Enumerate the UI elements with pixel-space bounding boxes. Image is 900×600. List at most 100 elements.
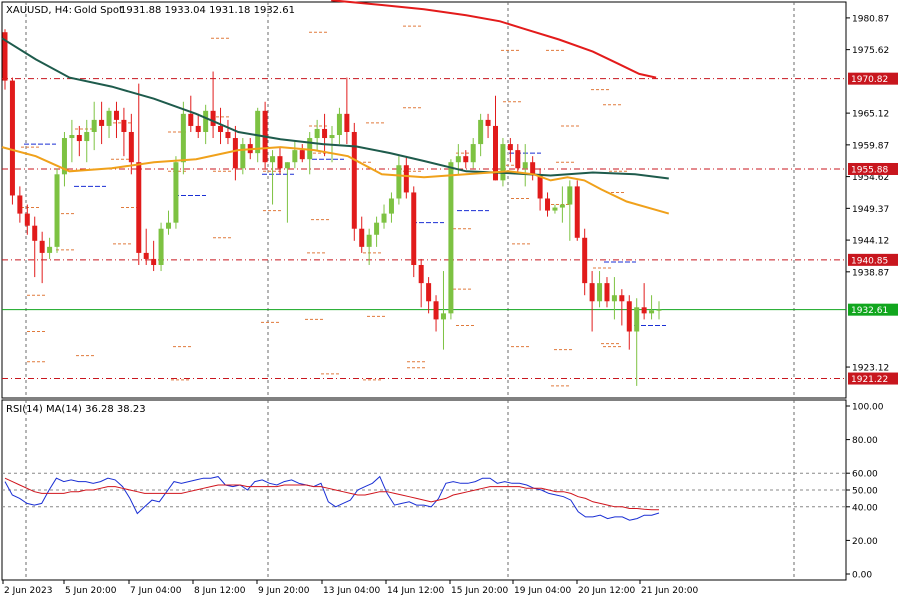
candle[interactable] [91,101,97,151]
candle[interactable] [582,228,588,296]
candle[interactable] [277,147,283,175]
candle[interactable] [634,298,640,386]
candle[interactable] [649,295,655,320]
candle-body [2,32,8,81]
candle-body [470,144,476,163]
candle[interactable] [440,271,446,350]
candle[interactable] [210,71,216,139]
candle[interactable] [589,271,595,332]
candle[interactable] [604,277,610,308]
candle[interactable] [9,77,15,205]
candle[interactable] [203,104,209,145]
candle[interactable] [225,119,231,145]
candle[interactable] [411,186,417,278]
candle[interactable] [307,131,313,175]
candle[interactable] [180,101,186,175]
candle[interactable] [240,138,246,175]
candle[interactable] [106,107,112,139]
candle[interactable] [299,144,305,163]
candle[interactable] [232,125,238,181]
candle[interactable] [136,83,142,265]
candle-body [626,301,632,332]
rsi-pane[interactable] [1,399,847,581]
candle[interactable] [351,122,357,241]
candle[interactable] [507,138,513,163]
candle-body [455,156,461,163]
candle[interactable] [151,240,157,272]
candle[interactable] [336,107,342,145]
candle[interactable] [433,295,439,332]
candle[interactable] [403,156,409,199]
candle[interactable] [32,216,38,278]
candle[interactable] [262,101,268,169]
candle[interactable] [619,289,625,326]
rsi-line [4,475,660,521]
candle[interactable] [552,204,558,214]
candle-body [530,162,536,175]
candle[interactable] [418,258,424,308]
candle[interactable] [158,222,164,272]
candle[interactable] [597,271,603,308]
price-level-tag [848,372,898,385]
current-price-label: 1932.61 [851,306,888,316]
price-pane[interactable] [1,0,847,399]
candle[interactable] [76,125,82,157]
candle[interactable] [470,138,476,169]
candle[interactable] [641,283,647,320]
y-tick-label: 1938.87 [852,268,889,278]
candle[interactable] [381,204,387,229]
candle[interactable] [493,95,498,181]
candle-body [500,144,506,181]
candle[interactable] [388,192,394,223]
candle[interactable] [626,295,632,350]
candle[interactable] [270,150,276,205]
candle[interactable] [128,113,134,175]
candle[interactable] [656,301,662,320]
candle[interactable] [39,231,45,284]
candle[interactable] [143,228,149,265]
candle[interactable] [463,150,469,169]
x-tick-label: 5 Jun 20:00 [65,586,117,596]
candle[interactable] [611,277,617,320]
candle[interactable] [515,144,521,175]
candle[interactable] [61,131,67,187]
candle[interactable] [195,113,201,139]
candle[interactable] [396,156,402,205]
candle[interactable] [448,159,454,320]
candle[interactable] [173,156,179,229]
candle[interactable] [113,101,119,139]
candle[interactable] [478,113,484,157]
candle[interactable] [121,107,127,157]
candle[interactable] [426,277,432,314]
candle[interactable] [530,156,536,181]
candle[interactable] [545,192,551,217]
candle[interactable] [54,168,60,253]
candle[interactable] [366,228,372,265]
candle[interactable] [188,95,194,132]
candle[interactable] [292,141,298,169]
candle[interactable] [567,180,573,241]
candle[interactable] [322,113,328,157]
candle-body [493,125,498,181]
candle[interactable] [485,113,491,139]
candle[interactable] [69,119,75,163]
candle-body [634,307,640,332]
candle[interactable] [24,204,30,235]
candle[interactable] [574,180,580,241]
candle[interactable] [344,77,350,145]
candle[interactable] [218,107,224,145]
candle[interactable] [284,162,290,223]
candle[interactable] [17,186,23,223]
candle[interactable] [522,144,528,187]
candle[interactable] [559,186,565,223]
candle[interactable] [314,119,320,151]
candle[interactable] [84,119,90,163]
candle[interactable] [166,210,171,235]
candle[interactable] [374,216,380,247]
x-tick-label: 7 Jun 04:00 [130,586,182,596]
candle[interactable] [500,138,506,187]
candle[interactable] [47,237,53,259]
candle[interactable] [359,216,365,253]
candle[interactable] [99,101,105,145]
